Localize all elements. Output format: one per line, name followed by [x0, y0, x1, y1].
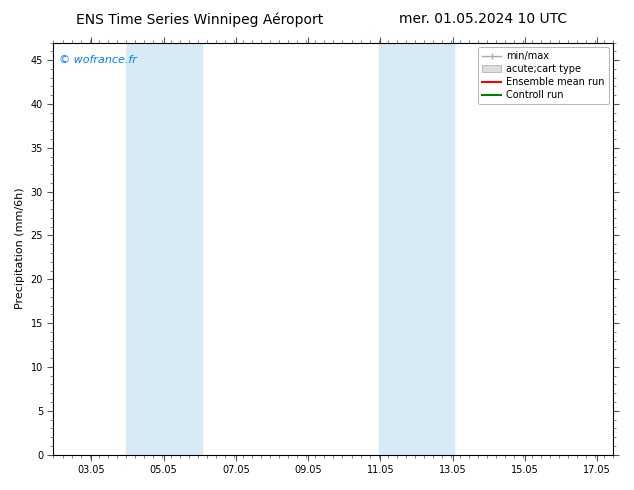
Legend: min/max, acute;cart type, Ensemble mean run, Controll run: min/max, acute;cart type, Ensemble mean …: [478, 48, 609, 104]
Text: © wofrance.fr: © wofrance.fr: [59, 55, 137, 65]
Bar: [378, 43, 455, 455]
Bar: [126, 43, 202, 455]
Text: mer. 01.05.2024 10 UTC: mer. 01.05.2024 10 UTC: [399, 12, 567, 26]
Text: ENS Time Series Winnipeg Aéroport: ENS Time Series Winnipeg Aéroport: [76, 12, 323, 27]
Y-axis label: Precipitation (mm/6h): Precipitation (mm/6h): [15, 188, 25, 309]
